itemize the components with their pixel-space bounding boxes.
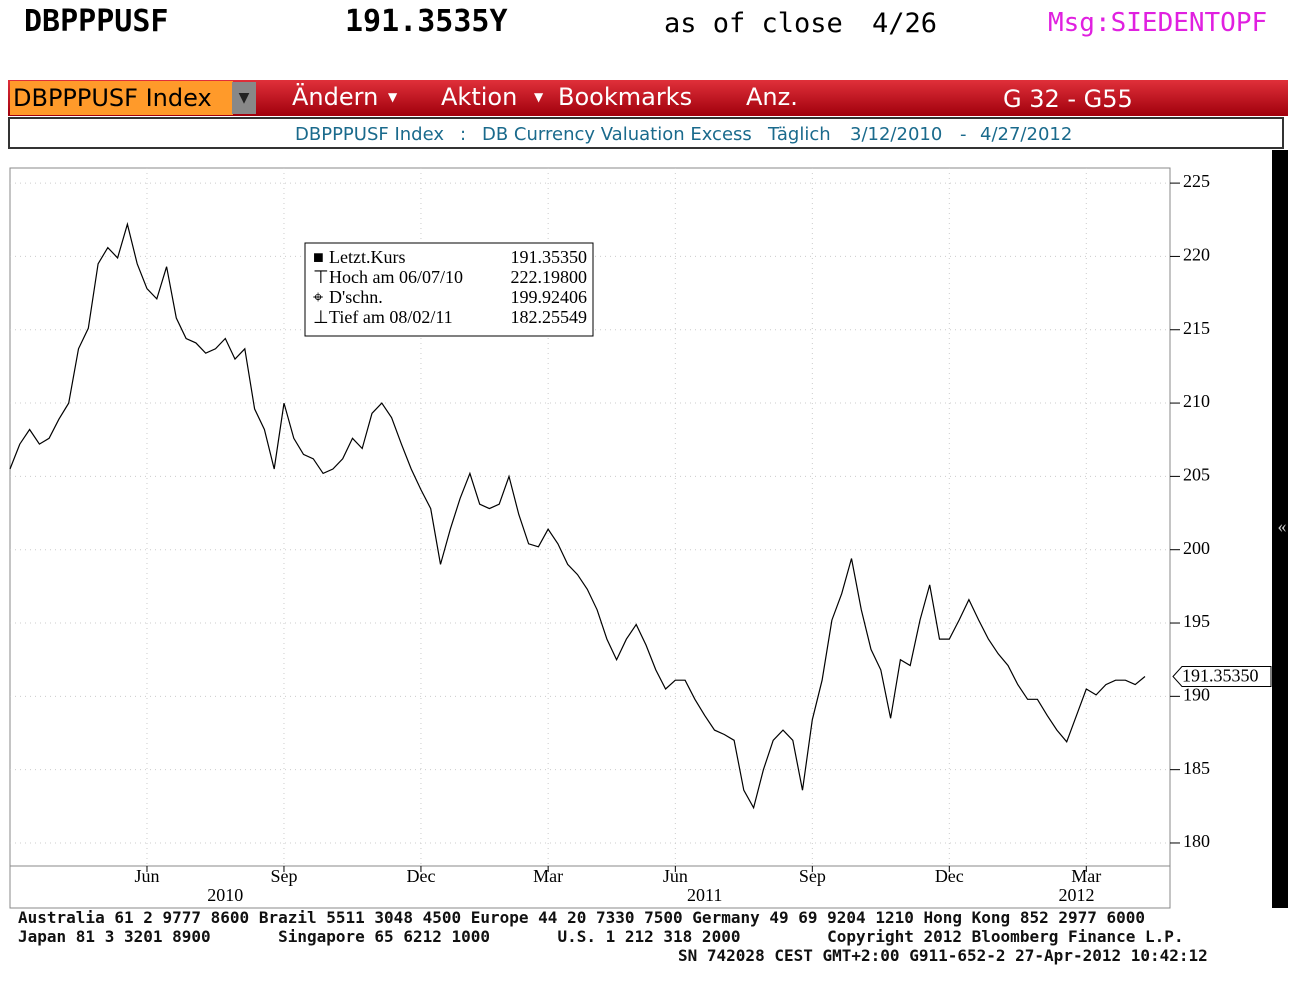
stats-box: ■ Letzt.Kurs 191.35350 ⊤ Hoch am 06/07/10 222… bbox=[304, 242, 594, 337]
x-group-label: 2010 bbox=[207, 885, 243, 905]
stats-symbol: ⌖ bbox=[313, 287, 323, 307]
info-bar: DBPPPUSF Index : DB Currency Valuation E… bbox=[8, 117, 1284, 149]
menu-item[interactable]: Ändern bbox=[292, 83, 379, 111]
x-tick-label: Sep bbox=[270, 866, 297, 886]
footer-line: SN 742028 CEST GMT+2:00 G911-652-2 27-Ap… bbox=[678, 946, 1208, 965]
msg: Msg:SIEDENTOPF bbox=[1048, 8, 1268, 38]
page-number: G 32 - G55 bbox=[1003, 85, 1133, 113]
x-tick-label: Dec bbox=[935, 866, 964, 886]
footer-line: Australia 61 2 9777 8600 Brazil 5511 304… bbox=[18, 908, 1146, 927]
info-start: 3/12/2010 bbox=[850, 124, 943, 145]
stats-label: Letzt.Kurs bbox=[329, 247, 405, 267]
y-tick-label: 200 bbox=[1183, 538, 1210, 558]
y-tick-label: 180 bbox=[1183, 831, 1210, 851]
collapse[interactable]: « bbox=[1278, 516, 1287, 536]
as-of: as of close bbox=[664, 8, 843, 39]
stats-box-frame bbox=[304, 242, 594, 337]
last-value-tag bbox=[1172, 665, 1272, 687]
x-group-label: 2011 bbox=[687, 885, 722, 905]
last-value-label: 191.35350 bbox=[1182, 666, 1259, 686]
y-tick-label: 215 bbox=[1183, 318, 1210, 338]
side-bar bbox=[1272, 150, 1288, 908]
x-tick-label: Dec bbox=[406, 866, 435, 886]
stats-symbol: ⊥ bbox=[313, 307, 329, 327]
info-frequency: Täglich bbox=[768, 124, 831, 145]
stats-value: 182.25549 bbox=[511, 307, 588, 327]
ticker: DBPPPUSF bbox=[24, 4, 169, 39]
stats-symbol: ⊤ bbox=[313, 267, 329, 287]
price: 191.3535Y bbox=[345, 4, 508, 39]
x-group-label: 2012 bbox=[1059, 885, 1095, 905]
y-tick-label: 225 bbox=[1183, 171, 1210, 191]
y-tick-label: 185 bbox=[1183, 758, 1210, 778]
x-tick-label: Mar bbox=[1071, 866, 1101, 886]
info-sep: : bbox=[460, 124, 467, 145]
stats-value: 222.19800 bbox=[511, 267, 588, 287]
y-tick-label: 210 bbox=[1183, 391, 1210, 411]
dropdown[interactable]: ▼ bbox=[232, 82, 256, 114]
x-axis-area bbox=[9, 865, 1171, 909]
date: 4/26 bbox=[872, 8, 938, 39]
x-tick-label: Jun bbox=[134, 866, 159, 886]
menu-item[interactable]: Bookmarks bbox=[558, 83, 693, 111]
y-tick-label: 195 bbox=[1183, 611, 1210, 631]
stats-value: 199.92406 bbox=[511, 287, 588, 307]
info-dash: - bbox=[960, 124, 967, 145]
x-tick-label: Jun bbox=[663, 866, 688, 886]
menu-arrow: ▼ bbox=[534, 90, 544, 104]
stats-symbol: ■ bbox=[313, 247, 324, 267]
stats-label: Tief am 08/02/11 bbox=[329, 307, 453, 327]
menu-item[interactable]: Anz. bbox=[746, 83, 798, 111]
menu-item[interactable]: Aktion bbox=[441, 83, 518, 111]
footer-line: Japan 81 3 3201 8900 Singapore 65 6212 1… bbox=[18, 927, 1184, 946]
y-tick-label: 205 bbox=[1183, 465, 1210, 485]
stats-label: Hoch am 06/07/10 bbox=[329, 267, 463, 287]
y-tick-label: 190 bbox=[1183, 684, 1210, 704]
x-tick-label: Sep bbox=[799, 866, 826, 886]
info-security: DBPPPUSF Index bbox=[295, 124, 445, 145]
price-line bbox=[9, 221, 1146, 810]
x-tick-label: Mar bbox=[533, 866, 563, 886]
info-description: DB Currency Valuation Excess bbox=[482, 124, 752, 145]
chart: « 180 185 190 195 200 205 210 215 220 225 Jun Sep De… bbox=[9, 150, 1288, 909]
security-field[interactable]: DBPPPUSF Index bbox=[10, 81, 233, 115]
menu-arrow: ▼ bbox=[388, 90, 398, 104]
stats-label: D'schn. bbox=[329, 287, 383, 307]
stats-value: 191.35350 bbox=[511, 247, 588, 267]
info-end: 4/27/2012 bbox=[980, 124, 1073, 145]
y-tick-label: 220 bbox=[1183, 245, 1210, 265]
